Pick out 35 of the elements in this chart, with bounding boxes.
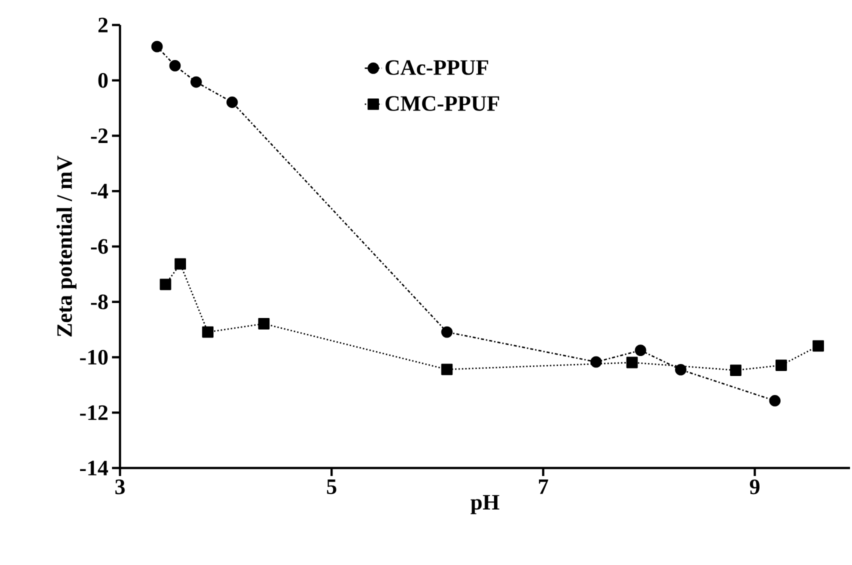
point [202,326,214,338]
y-axis-title: Zeta potential / mV [56,156,76,336]
y-tick-label: 0 [98,72,108,88]
x-tick-label: 5 [326,480,336,494]
x-tick-label: 9 [750,480,760,494]
point [626,356,638,368]
point [441,364,453,376]
point [730,364,742,376]
point [776,360,787,371]
y-tick-label: -4 [91,184,108,198]
y-tick-label: -12 [80,405,108,420]
point [769,395,781,406]
point [151,40,163,52]
legend-label: CMC-PPUF [386,96,500,111]
y-tick-label: -14 [80,460,108,476]
point [160,278,172,290]
point [258,318,270,330]
point [174,258,186,270]
y-tick-label: -2 [91,128,108,143]
x-tick-label: 3 [115,480,125,494]
point [812,340,824,352]
point [169,60,181,72]
x-tick-label: 7 [538,480,548,494]
point [634,344,646,356]
point [675,364,686,376]
x-axis-title: pH [470,495,500,514]
point [441,326,453,338]
y-tick-label: -6 [91,239,108,254]
point [590,356,602,368]
legend-label: CAc-PPUF [386,60,488,75]
y-tick-label: -10 [80,350,108,365]
point [226,96,238,108]
point [190,76,202,88]
y-tick-label: -8 [91,294,108,310]
y-tick-label: 2 [98,18,108,32]
